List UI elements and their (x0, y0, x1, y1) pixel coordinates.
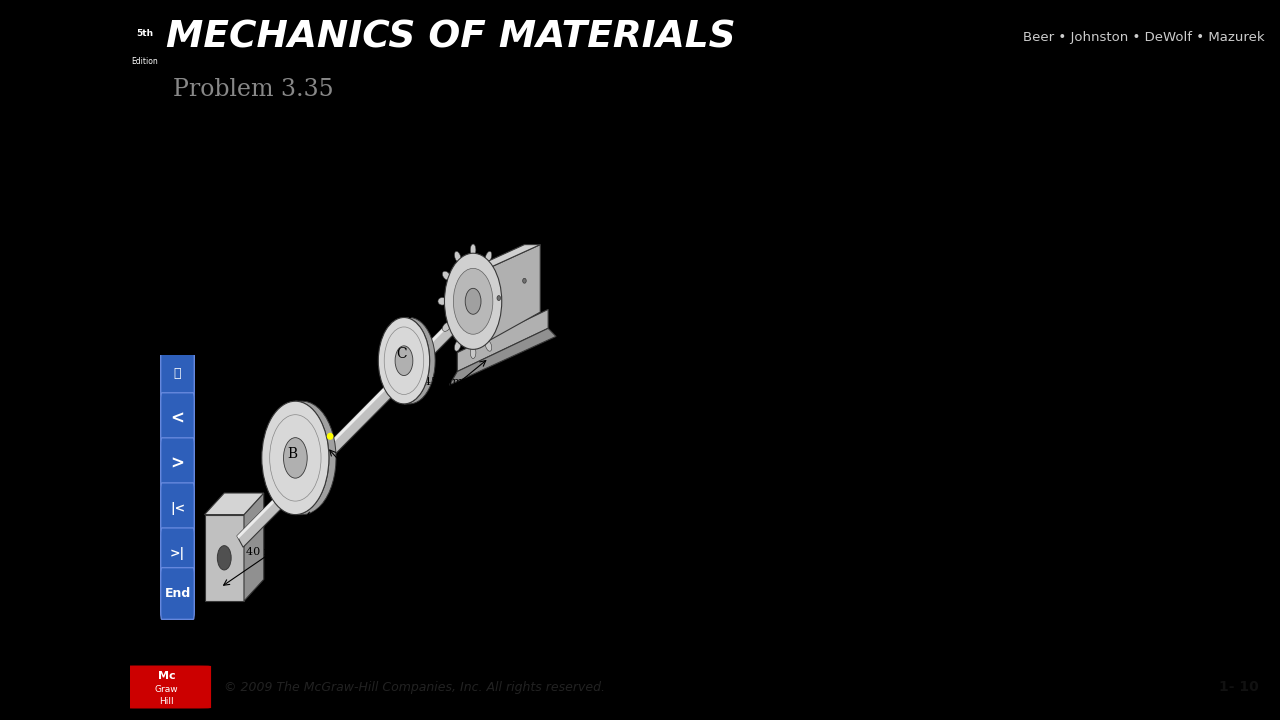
Text: 🔒: 🔒 (174, 367, 182, 380)
Text: C: C (397, 347, 407, 361)
Polygon shape (404, 318, 435, 404)
Text: Edition: Edition (132, 58, 159, 66)
Text: |<: |< (170, 503, 186, 516)
Ellipse shape (454, 251, 461, 262)
Ellipse shape (454, 341, 461, 351)
Ellipse shape (495, 323, 504, 331)
Text: 40 mm: 40 mm (246, 547, 285, 557)
Ellipse shape (453, 269, 493, 334)
Ellipse shape (326, 433, 334, 440)
Text: Beer • Johnston • DeWolf • Mazurek: Beer • Johnston • DeWolf • Mazurek (1023, 31, 1265, 44)
Ellipse shape (443, 271, 451, 280)
Text: The electric motor exerts a 500 N ·: The electric motor exerts a 500 N · (671, 148, 1019, 166)
Text: End: End (164, 587, 191, 600)
Polygon shape (471, 245, 540, 269)
FancyBboxPatch shape (161, 567, 195, 619)
Ellipse shape (497, 296, 500, 300)
Ellipse shape (443, 323, 451, 331)
Text: 5th: 5th (137, 29, 154, 38)
Ellipse shape (262, 401, 329, 515)
FancyBboxPatch shape (161, 438, 195, 490)
Text: >: > (170, 454, 184, 472)
Text: m torque on the aluminum shaft: m torque on the aluminum shaft (671, 207, 991, 225)
Text: 45 mm: 45 mm (424, 377, 463, 387)
Text: 1.2 m: 1.2 m (390, 458, 422, 468)
Polygon shape (486, 245, 540, 342)
Ellipse shape (438, 297, 447, 305)
Polygon shape (457, 310, 548, 372)
Ellipse shape (470, 244, 476, 256)
Text: ABCD when it is rotating at a: ABCD when it is rotating at a (671, 266, 963, 284)
Text: Graw: Graw (155, 685, 178, 694)
Text: Hill: Hill (159, 696, 174, 706)
Ellipse shape (465, 288, 481, 314)
Polygon shape (296, 401, 337, 515)
Ellipse shape (283, 438, 307, 478)
FancyBboxPatch shape (161, 348, 195, 400)
FancyBboxPatch shape (122, 665, 211, 708)
Text: constant speed. Knowing that  G =: constant speed. Knowing that G = (671, 325, 1016, 343)
Text: 200 N · m: 200 N · m (229, 309, 288, 322)
Ellipse shape (396, 346, 413, 376)
Text: D: D (479, 232, 490, 246)
Polygon shape (449, 328, 556, 385)
Polygon shape (205, 515, 244, 601)
Text: MECHANICS OF MATERIALS: MECHANICS OF MATERIALS (165, 19, 735, 55)
Text: between (a) B and C, (b) B and D.: between (a) B and C, (b) B and D. (671, 560, 1002, 578)
Polygon shape (237, 244, 527, 539)
FancyBboxPatch shape (161, 483, 195, 534)
Ellipse shape (470, 346, 476, 359)
Text: exerted on pulleys B and C are as: exerted on pulleys B and C are as (671, 443, 1004, 461)
Polygon shape (237, 244, 531, 547)
FancyBboxPatch shape (161, 528, 195, 580)
Text: 27  GPa    and that the torques: 27 GPa and that the torques (671, 384, 975, 402)
Text: B: B (287, 446, 297, 461)
Text: <: < (170, 410, 184, 428)
Ellipse shape (444, 253, 502, 349)
Text: 0.9 m: 0.9 m (431, 399, 463, 409)
FancyBboxPatch shape (161, 393, 195, 444)
Text: © 2009 The McGraw-Hill Companies, Inc. All rights reserved.: © 2009 The McGraw-Hill Companies, Inc. A… (224, 680, 604, 693)
Text: 44 mm: 44 mm (347, 469, 387, 479)
Text: 1- 10: 1- 10 (1219, 680, 1258, 694)
Text: 300 N · m: 300 N · m (422, 205, 481, 218)
Text: Problem 3.35: Problem 3.35 (173, 78, 334, 102)
Ellipse shape (499, 297, 508, 305)
Text: A: A (202, 466, 212, 480)
Ellipse shape (485, 341, 492, 351)
Ellipse shape (495, 271, 504, 280)
Polygon shape (244, 493, 264, 601)
Text: Mc: Mc (157, 671, 175, 681)
Ellipse shape (218, 546, 232, 570)
Ellipse shape (485, 251, 492, 262)
Polygon shape (205, 493, 264, 515)
Text: >|: >| (170, 547, 186, 560)
Text: shown, determine the angle of twist: shown, determine the angle of twist (671, 502, 1028, 520)
Ellipse shape (379, 318, 430, 404)
Text: 1 m: 1 m (268, 554, 288, 564)
Ellipse shape (522, 279, 526, 283)
